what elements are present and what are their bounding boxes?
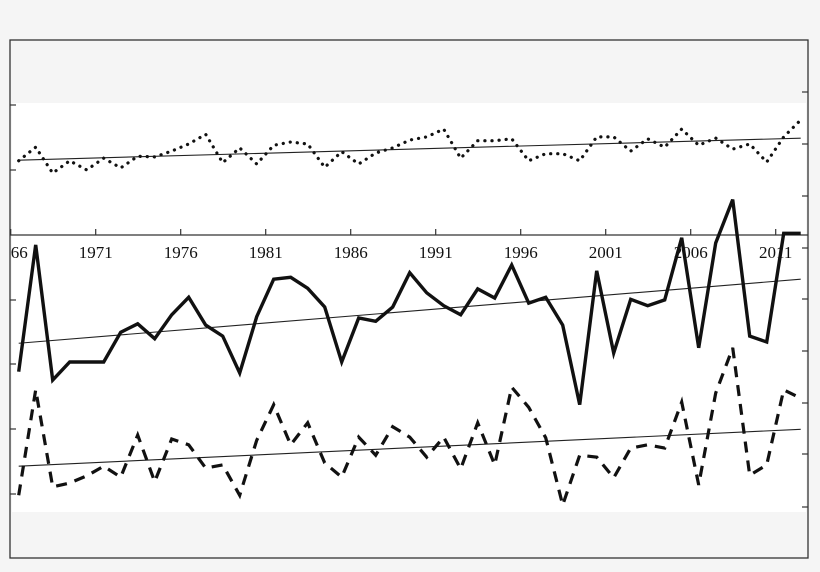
dotted-trend-line	[18, 137, 801, 161]
solid-series-line	[17, 198, 801, 406]
x-tick-label: 1996	[504, 243, 538, 262]
x-tick-label: 2011	[759, 243, 792, 262]
x-tick-label: 2001	[589, 243, 623, 262]
plot-frame	[9, 39, 809, 559]
x-tick-label: 1976	[164, 243, 198, 262]
series-group	[17, 118, 803, 511]
x-tick-label: 1991	[419, 243, 453, 262]
x-tick-label: 1986	[334, 243, 368, 262]
x-tick-label: 1971	[79, 243, 113, 262]
plot-band	[12, 103, 806, 512]
x-tick-label: 1966	[0, 243, 28, 262]
x-tick-label: 1981	[249, 243, 283, 262]
axes: 1966197119761981198619911996200120062011	[0, 91, 808, 508]
dashed-series-line	[17, 347, 802, 511]
